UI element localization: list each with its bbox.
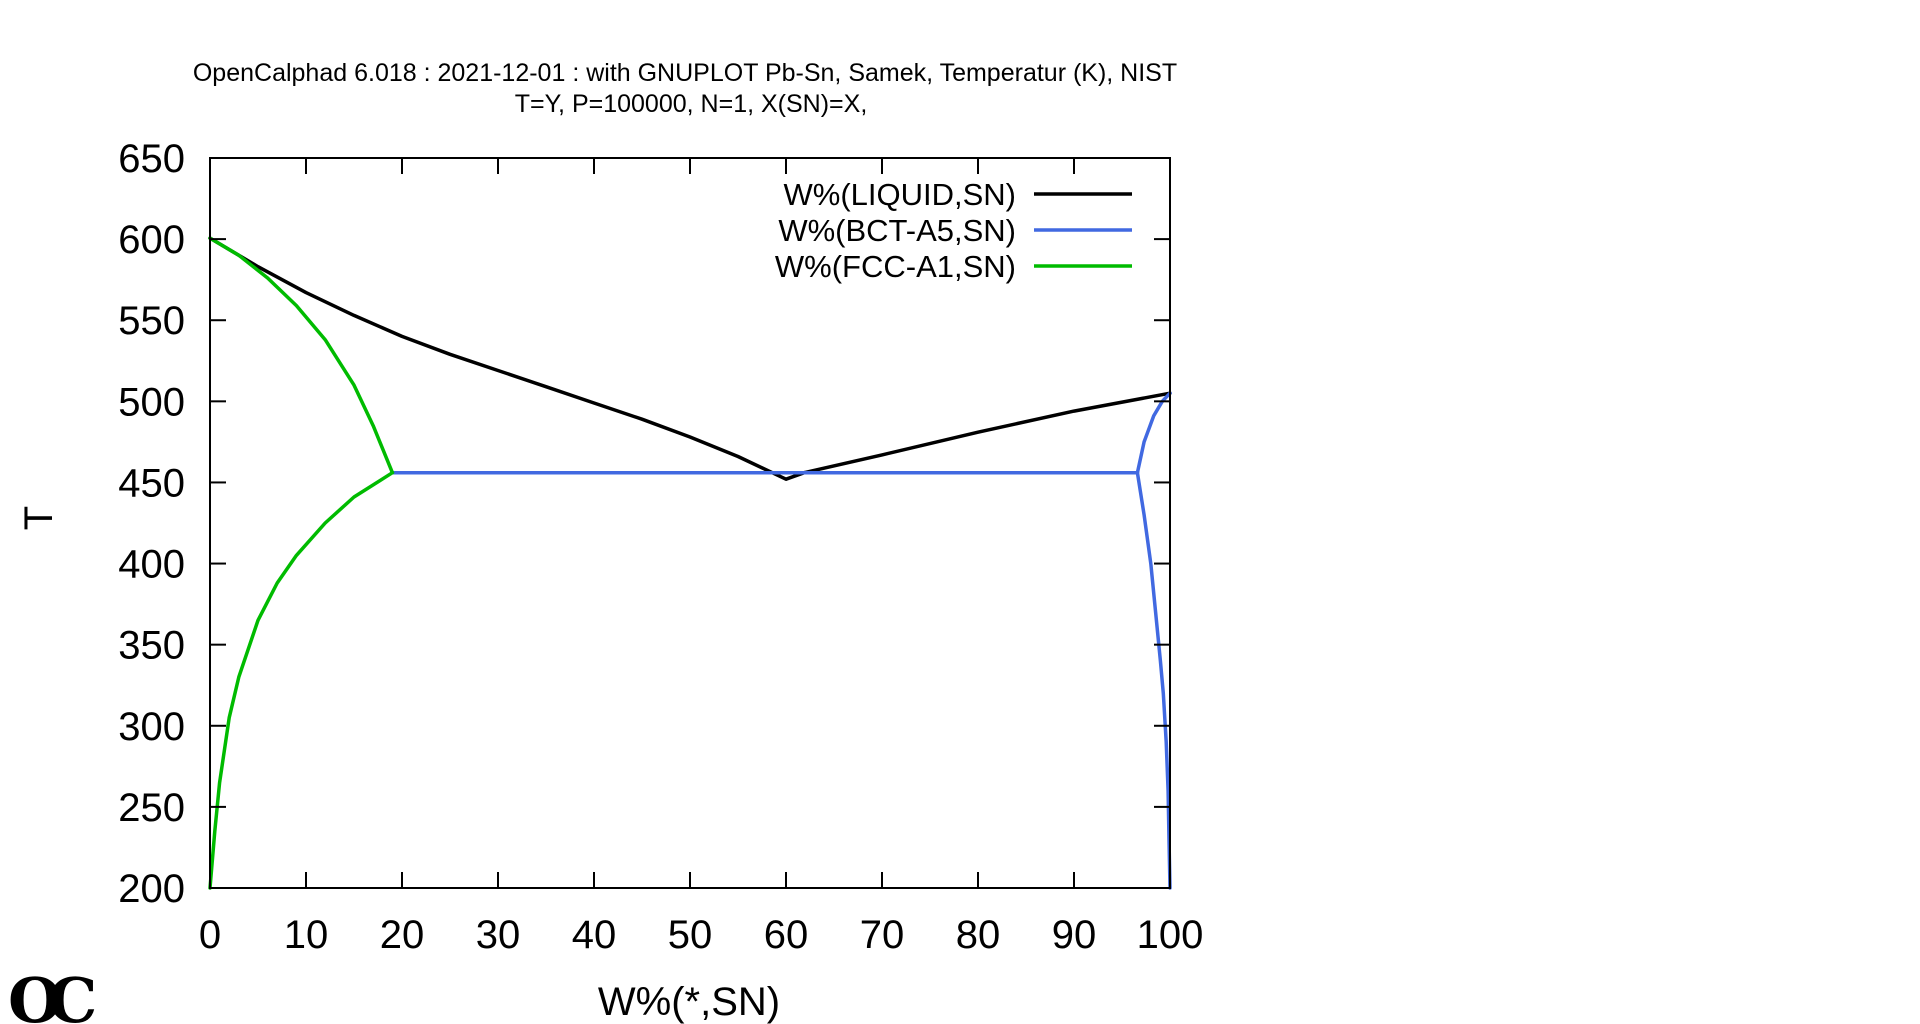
x-axis: 0 10 20 30 40 50 60 70 80 90 100 — [199, 158, 1204, 957]
x-tick-label-10: 10 — [284, 913, 329, 957]
y-tick-label-200: 200 — [118, 867, 185, 911]
y-tick-label-450: 450 — [118, 461, 185, 505]
x-tick-label-20: 20 — [380, 913, 425, 957]
y-axis-label: T — [17, 506, 61, 530]
series-0-segment-0 — [208, 236, 806, 481]
x-tick-label-100: 100 — [1137, 913, 1204, 957]
legend: W%(LIQUID,SN)W%(BCT-A5,SN)W%(FCC-A1,SN) — [775, 177, 1132, 284]
chart-title: OpenCalphad 6.018 : 2021-12-01 : with GN… — [193, 59, 1177, 87]
x-tick-label-40: 40 — [572, 913, 617, 957]
x-tick-label-0: 0 — [199, 913, 221, 957]
legend-label-0: W%(LIQUID,SN) — [784, 177, 1017, 212]
y-tick-label-350: 350 — [118, 624, 185, 668]
y-tick-label-300: 300 — [118, 705, 185, 749]
legend-label-1: W%(BCT-A5,SN) — [778, 213, 1016, 248]
y-tick-label-500: 500 — [118, 380, 185, 424]
series-1-segment-1 — [1135, 391, 1172, 475]
x-tick-label-30: 30 — [476, 913, 521, 957]
plot-lines — [208, 236, 1172, 890]
y-tick-label-400: 400 — [118, 543, 185, 587]
x-tick-label-60: 60 — [764, 913, 809, 957]
series-1-segment-2 — [1135, 470, 1172, 890]
y-tick-label-250: 250 — [118, 786, 185, 830]
y-tick-label-600: 600 — [118, 218, 185, 262]
y-axis: 200 250 300 350 400 450 500 550 600 650 — [118, 137, 1170, 911]
series-2-segment-1 — [208, 470, 395, 890]
plot-frame — [209, 157, 1171, 889]
x-tick-label-50: 50 — [668, 913, 713, 957]
opencalphad-logo: OC — [8, 964, 95, 1024]
y-tick-label-650: 650 — [118, 137, 185, 181]
x-tick-label-90: 90 — [1052, 913, 1097, 957]
series-0-segment-1 — [802, 391, 1172, 475]
x-tick-label-70: 70 — [860, 913, 905, 957]
series-2-segment-0 — [208, 236, 395, 475]
legend-label-2: W%(FCC-A1,SN) — [775, 249, 1016, 284]
x-axis-label: W%(*,SN) — [598, 980, 780, 1024]
chart-subtitle: T=Y, P=100000, N=1, X(SN)=X, — [515, 90, 868, 118]
y-tick-label-550: 550 — [118, 299, 185, 343]
x-tick-label-80: 80 — [956, 913, 1001, 957]
